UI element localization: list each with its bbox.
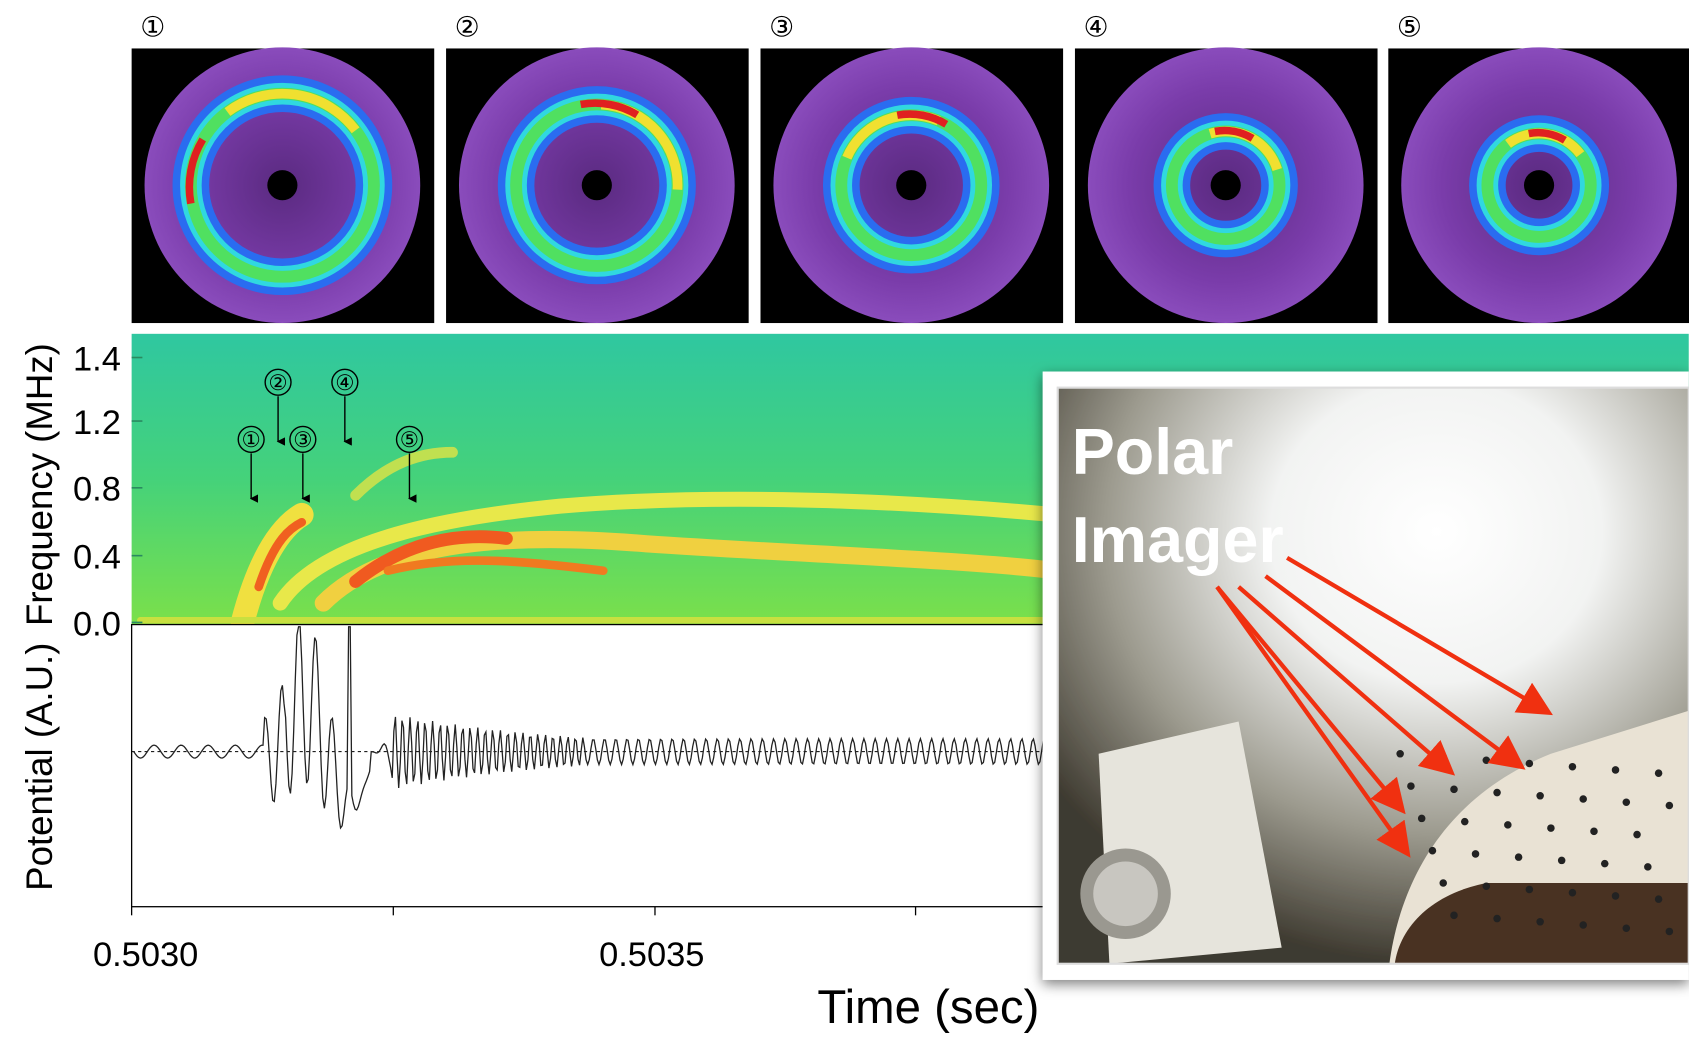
- x-axis-label: Time (sec): [817, 981, 1039, 1034]
- photo-dot: [1666, 928, 1674, 936]
- inset-title: Polar: [1072, 416, 1234, 488]
- marker-label: ③: [293, 428, 312, 452]
- photo-dot: [1666, 802, 1674, 810]
- marker-label: ②: [268, 371, 287, 395]
- photo-dot: [1461, 818, 1469, 826]
- photo-dot: [1483, 756, 1491, 764]
- y-tick-label: 1.2: [73, 404, 121, 442]
- photo-dot: [1536, 792, 1544, 800]
- photo-dot: [1536, 918, 1544, 926]
- photo-dot: [1655, 769, 1663, 777]
- photo-dot: [1623, 798, 1631, 806]
- photo-dot: [1418, 815, 1426, 823]
- center-hole: [896, 170, 926, 200]
- photo-dot: [1407, 782, 1415, 790]
- photo-dot: [1429, 847, 1437, 855]
- figure: ① ② ③ ④ ⑤ ① ② ③ ④ ⑤ Frequency (MHz) Potential (A…: [0, 0, 1689, 1037]
- photo-dot: [1590, 828, 1598, 836]
- center-hole: [582, 170, 612, 200]
- marker-label: ④: [335, 371, 354, 395]
- photo-dot: [1547, 824, 1555, 832]
- waveform-frame: [132, 625, 1047, 907]
- inset-title: Imager: [1072, 504, 1284, 576]
- photo-dot: [1612, 766, 1620, 774]
- photo-dot: [1493, 789, 1501, 797]
- marker-label: ①: [242, 428, 261, 452]
- center-hole: [267, 170, 297, 200]
- panel-label: ③: [769, 12, 794, 43]
- photo-dot: [1439, 879, 1447, 887]
- photo-dot: [1396, 750, 1404, 758]
- photo-dot: [1601, 860, 1609, 868]
- panel-label: ④: [1084, 12, 1109, 43]
- photo-dot: [1483, 882, 1491, 890]
- photo-dot: [1558, 857, 1566, 865]
- y-tick-label: 0.4: [73, 539, 121, 577]
- panel-label: ⑤: [1397, 12, 1422, 43]
- center-hole: [1211, 170, 1241, 200]
- x-ticks: [132, 907, 916, 916]
- photo-dot: [1633, 831, 1641, 839]
- photo-dot: [1612, 892, 1620, 900]
- photo-dot: [1526, 760, 1534, 768]
- panels: ① ② ③ ④ ⑤: [132, 12, 1689, 323]
- x-tick-label: 0.5035: [599, 936, 704, 974]
- photo-dot: [1472, 850, 1480, 858]
- photo-dot: [1450, 786, 1458, 794]
- marker-label: ⑤: [400, 428, 419, 452]
- photo-dot: [1579, 795, 1587, 803]
- photo-dot: [1569, 889, 1577, 897]
- y-axis-label: Frequency (MHz): [19, 343, 60, 626]
- y-tick-label: 1.4: [73, 340, 121, 378]
- photo-dot: [1515, 853, 1523, 861]
- photo-dot: [1526, 886, 1534, 894]
- page: {"panels": [{"label": "①"}, {"label": "②…: [0, 0, 1689, 1037]
- photo-dot: [1439, 753, 1447, 761]
- photo-dot: [1623, 924, 1631, 932]
- y-tick-label: 0.0: [73, 605, 121, 643]
- x-tick-label: 0.5030: [93, 936, 198, 974]
- photo-dot: [1504, 821, 1512, 829]
- photo-dot: [1450, 912, 1458, 920]
- photo-dot: [1644, 863, 1652, 871]
- y-tick-label: 0.8: [73, 471, 121, 509]
- photo-dot: [1655, 895, 1663, 903]
- panel-label: ②: [455, 12, 480, 43]
- photo-dot: [1579, 921, 1587, 929]
- center-hole: [1524, 170, 1554, 200]
- photo-dot: [1493, 915, 1501, 923]
- photo-dot: [1569, 763, 1577, 771]
- panel-label: ①: [140, 12, 165, 43]
- y-axis-label: Potential (A.U.): [19, 643, 60, 891]
